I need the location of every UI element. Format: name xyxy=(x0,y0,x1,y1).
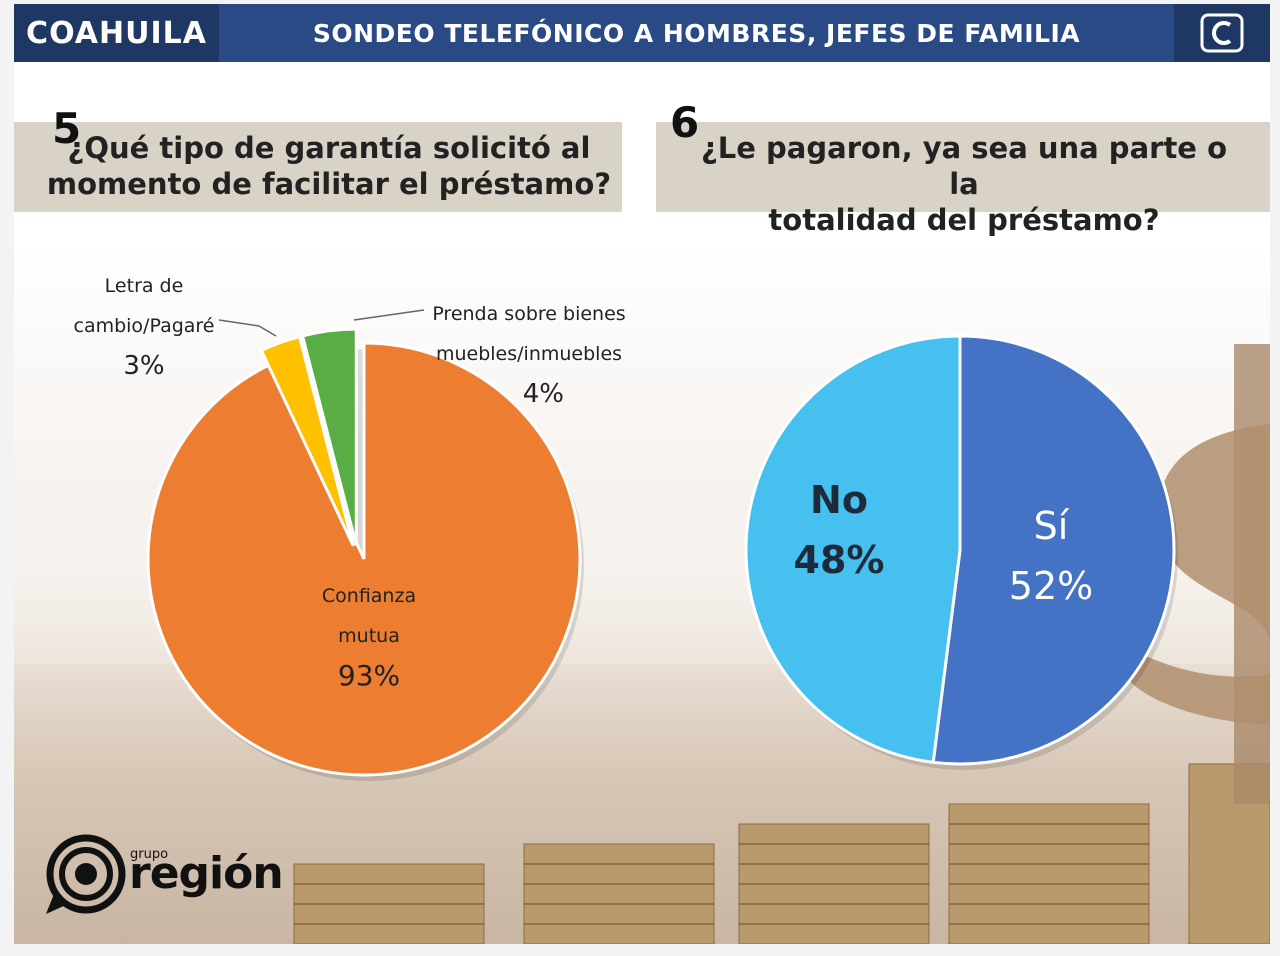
pie-slice-no xyxy=(744,334,962,764)
leader-line-prenda xyxy=(353,309,425,321)
header-bar: COAHUILA SONDEO TELEFÓNICO A HOMBRES, JE… xyxy=(14,4,1270,62)
label-prenda: Prenda sobre bienes muebles/inmuebles 4% xyxy=(424,294,634,414)
label-si-value: 52% xyxy=(1008,564,1094,608)
label-no-value: 48% xyxy=(793,538,885,582)
question-5-number: 5 xyxy=(52,104,82,153)
brand-small-text: grupo xyxy=(130,847,169,862)
header-title: SONDEO TELEFÓNICO A HOMBRES, JEFES DE FA… xyxy=(312,18,1081,48)
label-letra-value: 3% xyxy=(123,351,165,381)
label-no: No 48% xyxy=(774,470,904,590)
label-letra-line1: Letra de xyxy=(104,275,184,297)
question-6-number: 6 xyxy=(670,98,700,147)
region-logo-icon xyxy=(46,834,126,914)
label-confianza: Confianza mutua 93% xyxy=(289,576,449,696)
label-letra-cambio: Letra de cambio/Pagaré 3% xyxy=(64,266,224,386)
label-prenda-line2: muebles/inmuebles xyxy=(435,343,623,365)
leader-line-letra xyxy=(218,319,277,337)
label-confianza-value: 93% xyxy=(337,659,401,692)
pie-slice-letra xyxy=(259,334,355,547)
question-6-box xyxy=(656,122,1270,212)
coin-stacks-decoration xyxy=(293,763,1270,944)
brand-name: región xyxy=(129,848,284,899)
pie-slice-si xyxy=(931,334,1176,766)
pie-chart-paid xyxy=(744,334,1178,770)
question-6-line2: totalidad del préstamo? xyxy=(768,203,1160,237)
pie-chart-guarantee xyxy=(146,309,584,781)
label-prenda-line1: Prenda sobre bienes xyxy=(432,303,626,325)
label-si: Sí 52% xyxy=(986,496,1116,616)
label-confianza-line1: Confianza xyxy=(321,585,417,607)
question-5-line1: ¿Qué tipo de garantía solicitó al xyxy=(67,131,591,165)
label-si-text: Sí xyxy=(1033,504,1069,548)
slide: COAHUILA SONDEO TELEFÓNICO A HOMBRES, JE… xyxy=(14,4,1270,944)
label-letra-line2: cambio/Pagaré xyxy=(73,315,215,337)
question-6-line1: ¿Le pagaron, ya sea una parte o la xyxy=(700,131,1227,201)
label-confianza-line2: mutua xyxy=(338,625,400,647)
region-label: COAHUILA xyxy=(14,4,219,62)
question-5-box xyxy=(14,122,622,212)
question-5-line2: momento de facilitar el préstamo? xyxy=(46,167,612,201)
pie-slice-prenda xyxy=(300,327,358,546)
question-6-text: ¿Le pagaron, ya sea una parte o la total… xyxy=(694,130,1234,238)
brand-logo-icon xyxy=(1174,4,1270,62)
question-5-text: ¿Qué tipo de garantía solicitó al moment… xyxy=(34,130,624,202)
label-prenda-value: 4% xyxy=(522,379,564,409)
label-no-text: No xyxy=(810,478,868,522)
pie-slice-confianza xyxy=(146,341,582,777)
